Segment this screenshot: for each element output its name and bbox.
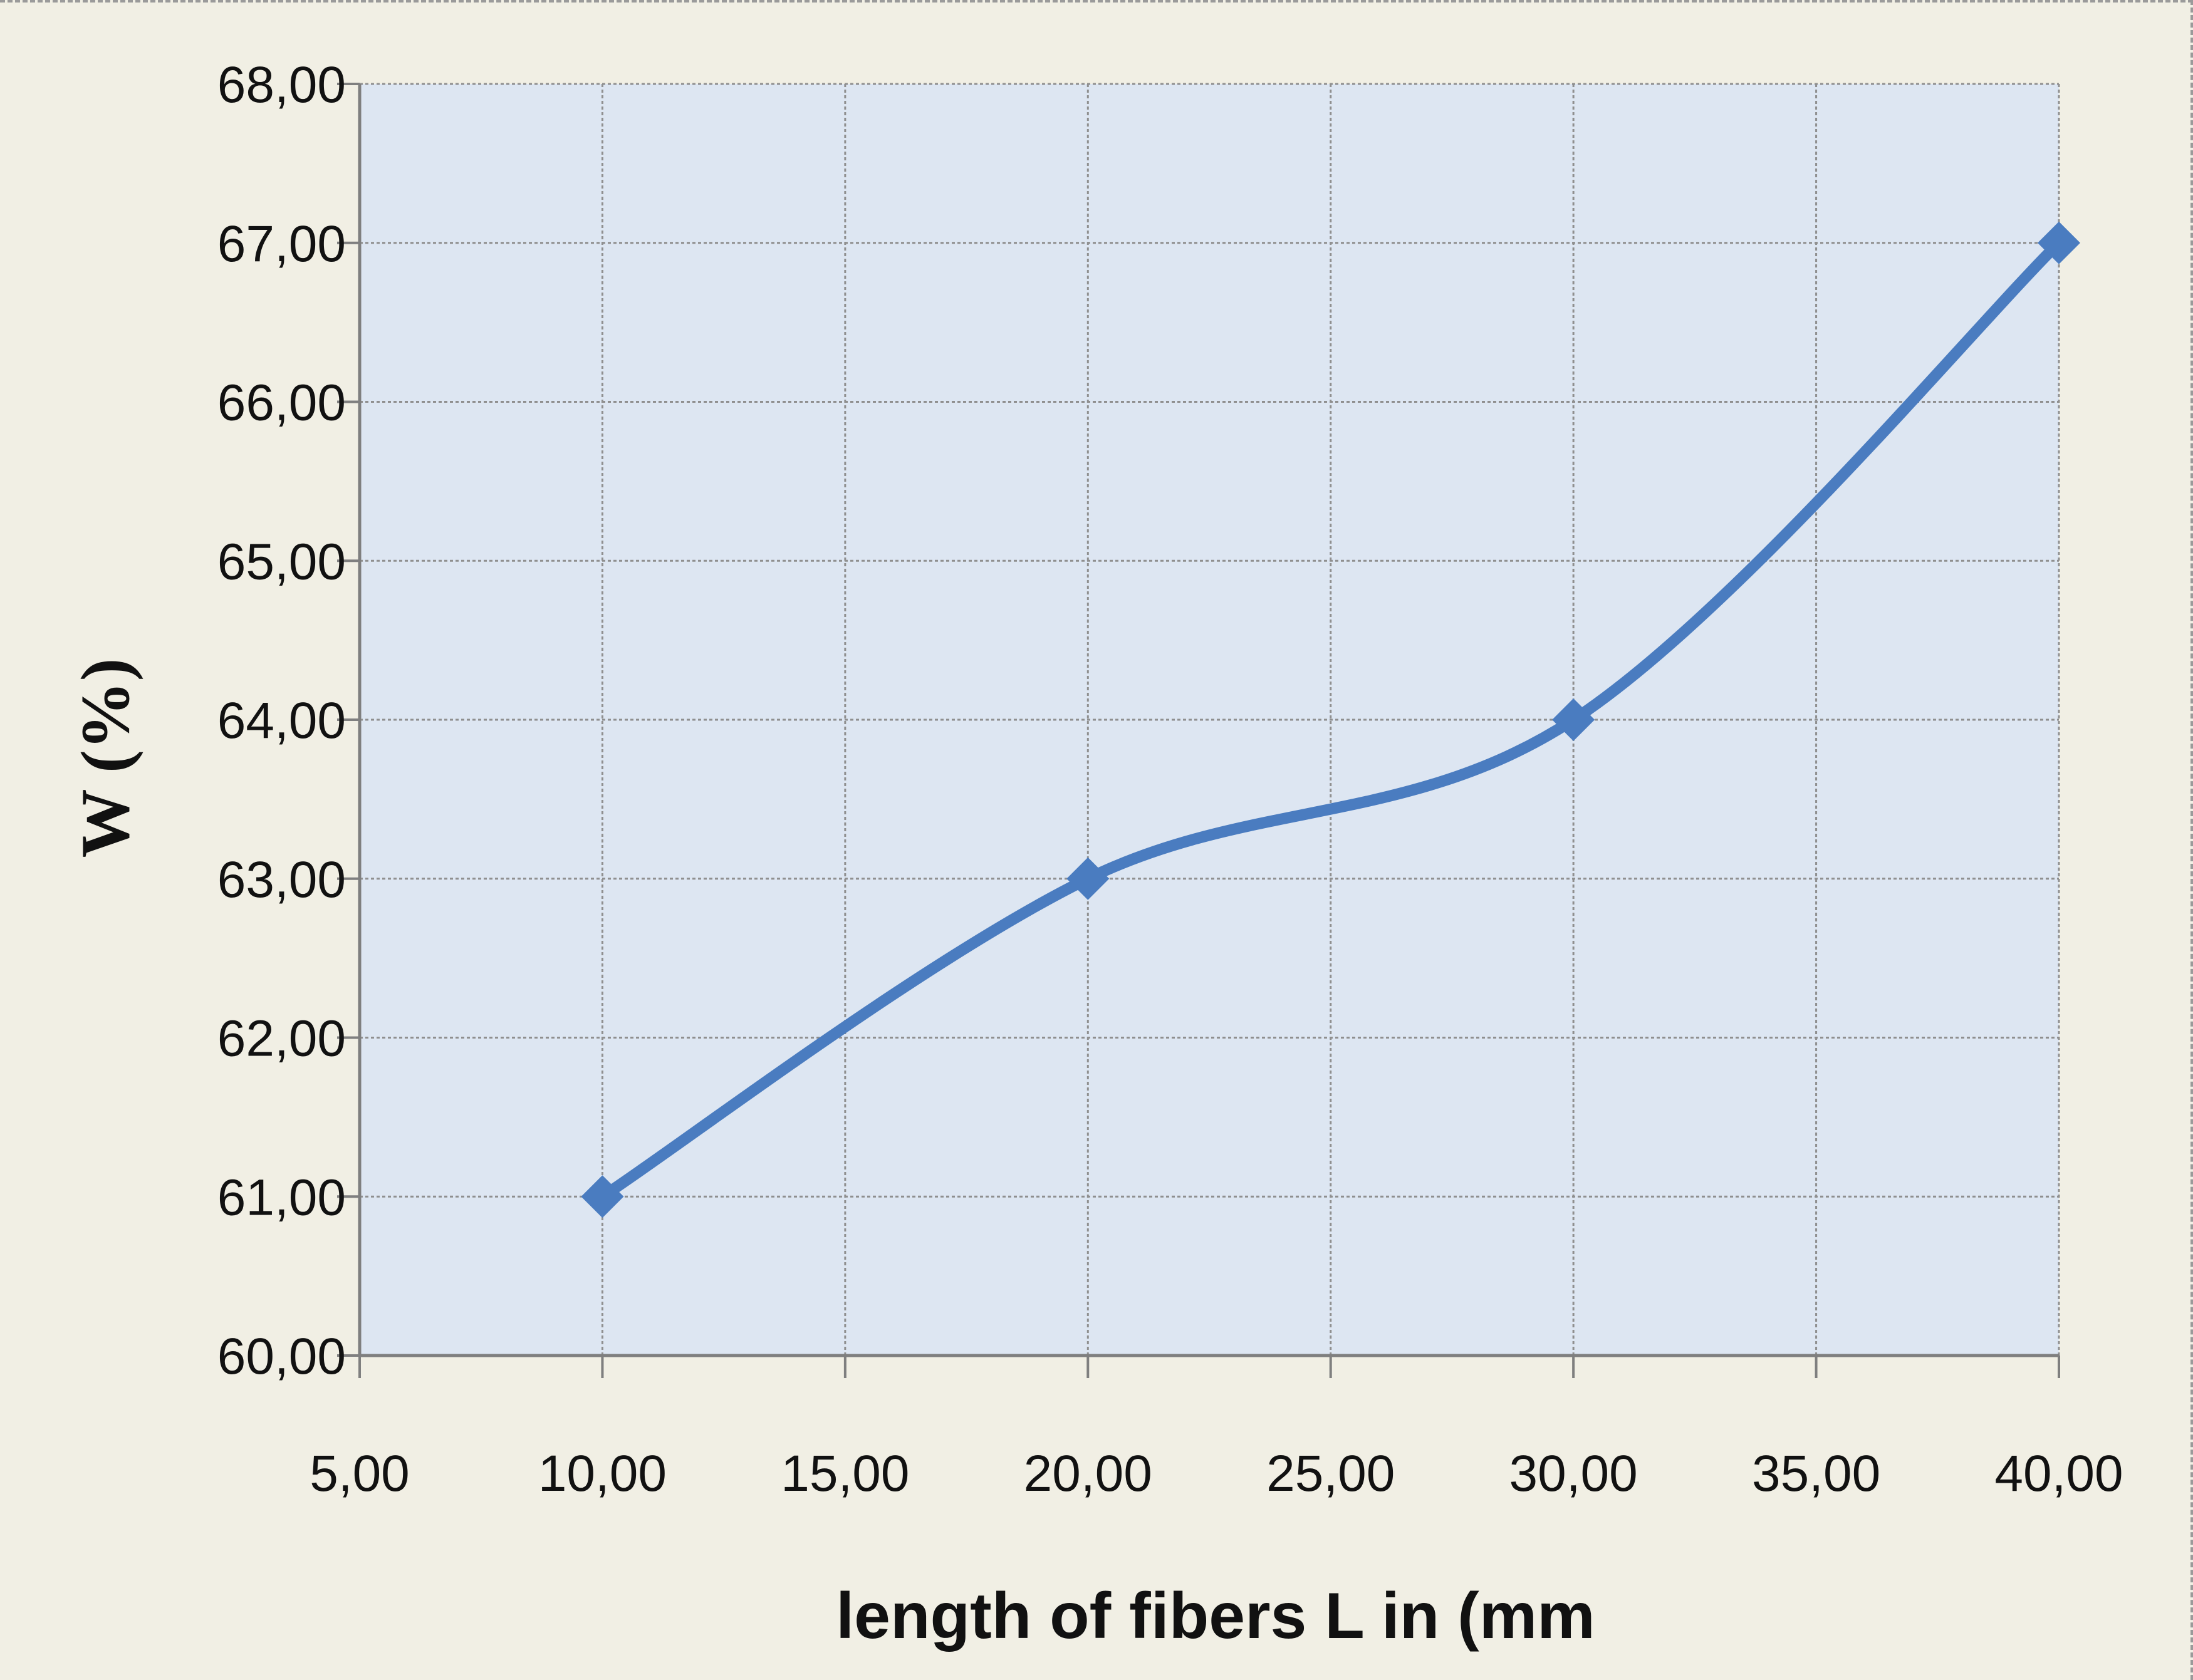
y-tick-label: 67,00 — [217, 215, 346, 272]
x-tick-label: 20,00 — [1024, 1445, 1152, 1502]
x-tick-label: 5,00 — [310, 1445, 410, 1502]
series-line — [596, 237, 2065, 1203]
y-tick-label: 61,00 — [217, 1169, 346, 1226]
x-tick-label: 35,00 — [1752, 1445, 1880, 1502]
x-axis-title: length of fibers L in (mm — [836, 1580, 1595, 1652]
x-tick-label: 40,00 — [1994, 1445, 2123, 1502]
y-tick-labels: 60,00 61,00 62,00 63,00 64,00 65,00 66,00 67,00… — [217, 56, 346, 1385]
y-tick-label: 65,00 — [217, 533, 346, 590]
gridlines — [360, 83, 2060, 1356]
x-tick-label: 10,00 — [538, 1445, 667, 1502]
data-point-marker — [581, 1175, 624, 1218]
y-tick-label: 60,00 — [217, 1328, 346, 1385]
y-tick-label: 62,00 — [217, 1010, 346, 1067]
series-layer — [581, 221, 2080, 1218]
x-tick-label: 25,00 — [1266, 1445, 1395, 1502]
y-axis-title: W (%) — [67, 658, 143, 858]
data-point-marker — [1066, 857, 1110, 900]
x-tick-labels: 5,00 10,00 15,00 20,00 25,00 30,00 35,00 40,00 — [310, 1445, 2123, 1502]
y-tick-label: 68,00 — [217, 56, 346, 113]
data-point-marker — [1552, 698, 1595, 741]
y-tick-label: 64,00 — [217, 692, 346, 749]
x-tick-label: 30,00 — [1509, 1445, 1638, 1502]
data-point-marker — [2038, 221, 2080, 264]
y-tick-label: 66,00 — [217, 375, 346, 432]
x-tick-label: 15,00 — [781, 1445, 909, 1502]
y-tick-label: 63,00 — [217, 851, 346, 908]
axes — [337, 83, 2060, 1378]
